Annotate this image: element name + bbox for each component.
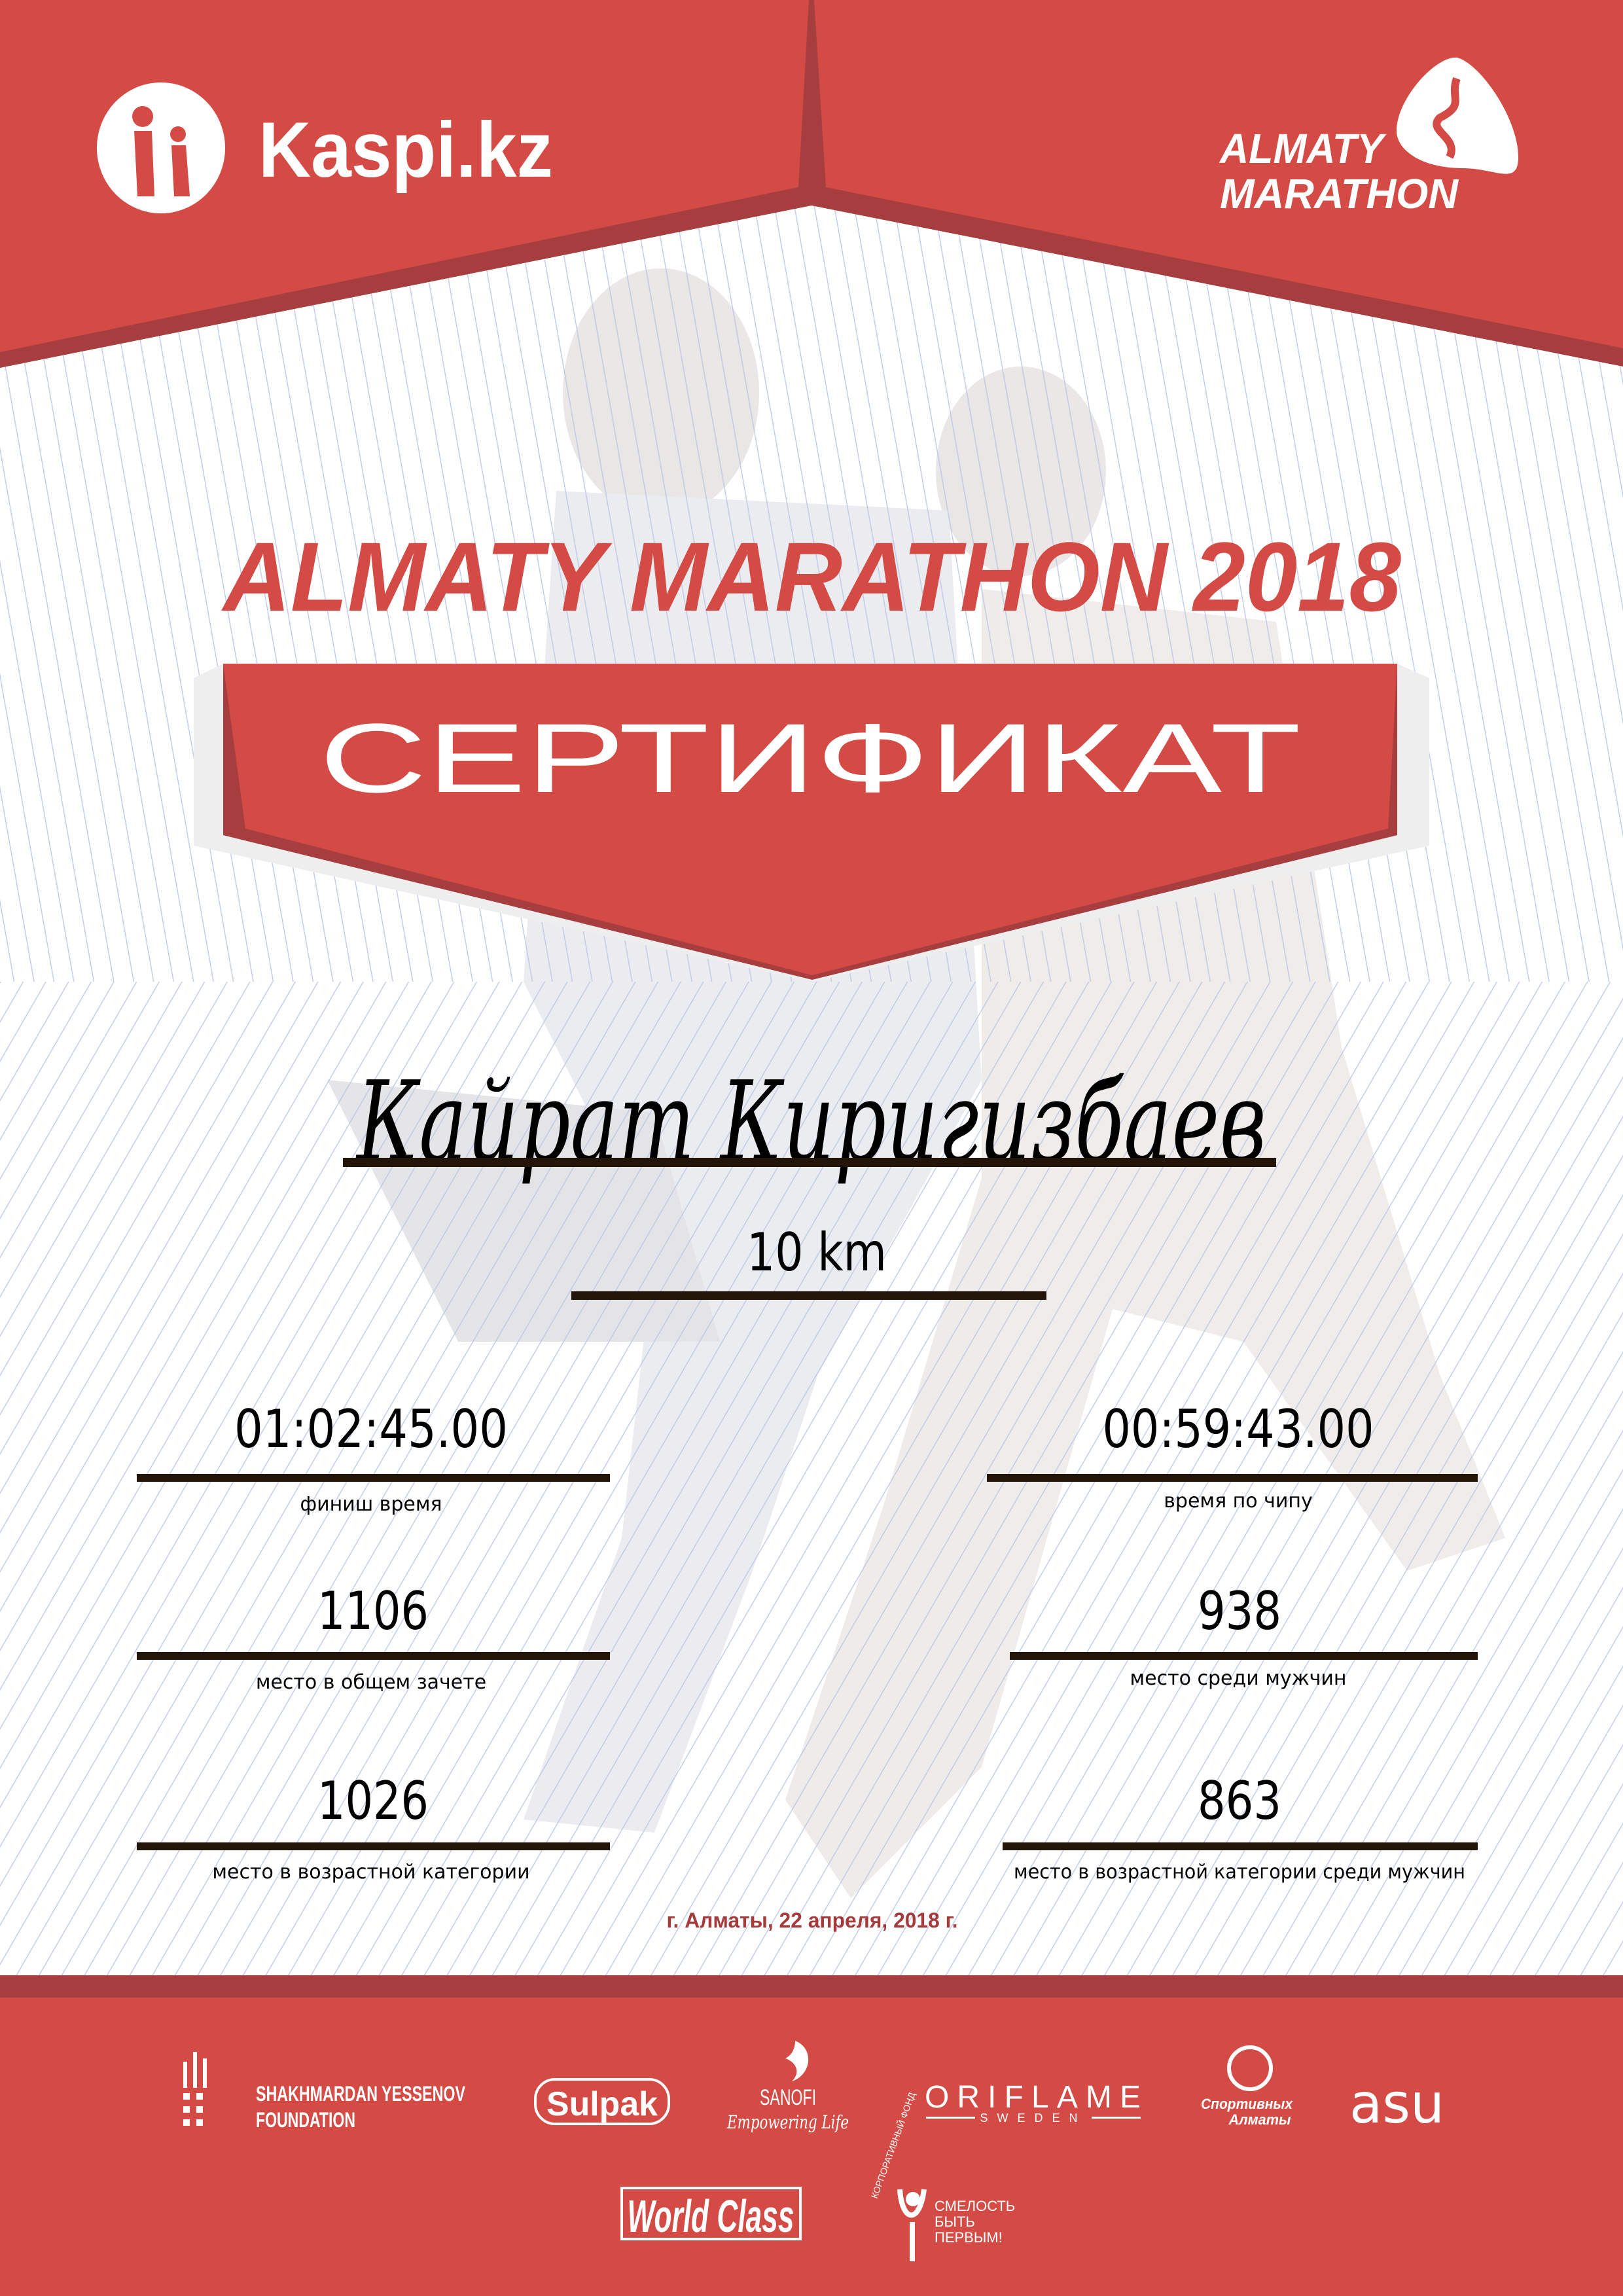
age-place-value: 1026 bbox=[317, 1770, 429, 1831]
result-overall-place: 1106 место в общем зачете bbox=[137, 1581, 610, 1694]
sulpak-wordmark: Sulpak bbox=[546, 2085, 658, 2123]
result-age-place: 1026 место в возрастной категории bbox=[137, 1770, 610, 1884]
logo-line-almaty: ALMATY bbox=[1219, 125, 1387, 172]
sponsor-sulpak-logo[interactable]: Sulpak bbox=[534, 2078, 670, 2125]
distance-value: 10 km bbox=[747, 1222, 887, 1283]
certificate-heading: СЕРТИФИКАТ bbox=[319, 703, 1301, 813]
sanofi-tagline: Empowering Life bbox=[726, 2111, 849, 2133]
age-gender-place-value: 863 bbox=[1198, 1770, 1281, 1831]
sponsor-asu-logo[interactable]: asu bbox=[1349, 2072, 1444, 2136]
overall-place-value: 1106 bbox=[317, 1581, 429, 1641]
distance-underline bbox=[571, 1291, 1046, 1300]
chip-time-value: 00:59:43.00 bbox=[1103, 1399, 1374, 1460]
finish-time-underline bbox=[137, 1474, 610, 1482]
age-place-label: место в возрастной категории bbox=[212, 1861, 529, 1884]
chip-time-label: время по чипу bbox=[1164, 1490, 1313, 1513]
result-age-gender-place: 863 место в возрастной категории среди м… bbox=[1003, 1770, 1478, 1884]
runner-drop-icon bbox=[1397, 57, 1518, 174]
age-gender-place-underline bbox=[1003, 1842, 1478, 1850]
result-finish-time: 01:02:45.00 финиш время bbox=[137, 1399, 610, 1516]
sponsor-sport-almaty-logo[interactable]: Спортивных Алматы bbox=[1201, 2045, 1293, 2128]
sponsor-sanofi-logo[interactable]: SANOFI Empowering Life bbox=[726, 2041, 849, 2133]
overall-place-underline bbox=[137, 1652, 610, 1660]
yessenov-bars-icon bbox=[183, 2052, 207, 2126]
header-ribbon bbox=[0, 0, 1623, 368]
footer bbox=[0, 1998, 1623, 2296]
smelost-line3: ПЕРВЫМ! bbox=[935, 2229, 1003, 2246]
kaspi-wordmark: Kaspi.kz bbox=[259, 106, 553, 194]
footer-band bbox=[0, 1975, 1623, 1998]
gender-place-underline bbox=[1010, 1652, 1478, 1660]
oriflame-sub: SWEDEN bbox=[980, 2111, 1086, 2125]
finish-time-value: 01:02:45.00 bbox=[234, 1399, 508, 1460]
gender-place-label: место среди мужчин bbox=[1130, 1667, 1347, 1690]
issue-date: г. Алматы, 22 апреля, 2018 г. bbox=[667, 1909, 958, 1932]
age-place-underline bbox=[137, 1842, 610, 1850]
overall-place-label: место в общем зачете bbox=[256, 1671, 486, 1694]
sanofi-bird-icon bbox=[785, 2041, 809, 2081]
oriflame-wordmark: ORIFLAME bbox=[925, 2080, 1141, 2115]
certificate-banner: СЕРТИФИКАТ bbox=[194, 664, 1429, 982]
yessenov-line1: SHAKHMARDAN YESSENOV bbox=[256, 2082, 465, 2106]
sport-almaty-line2: Алматы bbox=[1228, 2111, 1291, 2128]
result-chip-time: 00:59:43.00 время по чипу bbox=[987, 1399, 1478, 1513]
chip-time-underline bbox=[987, 1474, 1478, 1482]
worldclass-wordmark: World Class bbox=[628, 2191, 794, 2242]
event-title: ALMATY MARATHON 2018 bbox=[221, 522, 1401, 632]
kaspi-people-icon bbox=[97, 82, 225, 213]
smelost-line1: СМЕЛОСТЬ bbox=[935, 2198, 1015, 2214]
sponsor-worldclass-logo[interactable]: World Class bbox=[620, 2187, 802, 2242]
sport-almaty-emblem-icon bbox=[1227, 2045, 1273, 2091]
sport-almaty-line1: Спортивных bbox=[1201, 2096, 1293, 2112]
finish-time-label: финиш время bbox=[300, 1493, 442, 1516]
smelost-figure-icon bbox=[897, 2189, 927, 2261]
kaspi-logo[interactable]: Kaspi.kz bbox=[97, 82, 553, 213]
sanofi-wordmark: SANOFI bbox=[760, 2085, 816, 2110]
sponsor-yessenov-logo[interactable]: SHAKHMARDAN YESSENOV FOUNDATION bbox=[183, 2052, 465, 2132]
smelost-line2: БЫТЬ bbox=[935, 2214, 975, 2230]
participant-name: Кайрат Киригизбаев bbox=[355, 1058, 1266, 1187]
almaty-marathon-logo[interactable]: ALMATY MARATHON bbox=[1219, 57, 1518, 217]
name-underline bbox=[343, 1158, 1276, 1167]
age-gender-place-label: место в возрастной категории среди мужчи… bbox=[1014, 1861, 1465, 1884]
logo-line-marathon: MARATHON bbox=[1220, 170, 1459, 217]
sponsor-oriflame-logo[interactable]: ORIFLAME SWEDEN bbox=[925, 2080, 1141, 2125]
gender-place-value: 938 bbox=[1198, 1581, 1281, 1641]
result-gender-place: 938 место среди мужчин bbox=[1010, 1581, 1478, 1690]
yessenov-line2: FOUNDATION bbox=[256, 2108, 355, 2132]
